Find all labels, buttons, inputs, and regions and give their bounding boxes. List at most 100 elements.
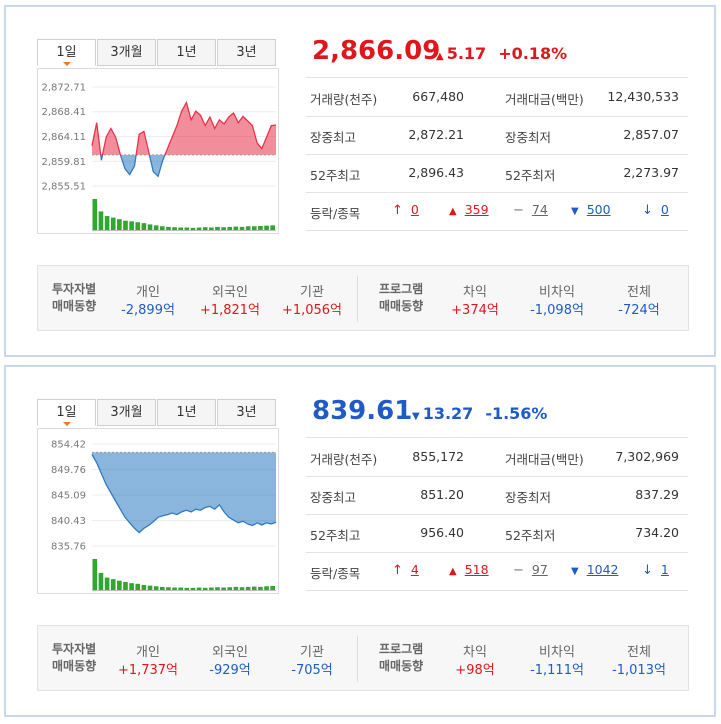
stat-value: 12,430,533 [607, 89, 679, 104]
stats-table: 거래량(천주) 667,480 거래대금(백만) 12,430,533 장중최고 2,87… [306, 77, 688, 231]
stats-row: 거래량(천주) 855,172 거래대금(백만) 7,302,969 [306, 438, 688, 477]
investor-box: 투자자별 매매동향 개인 +1,737억 외국인 -929억 기관 -705억 프로그램 매매동향… [37, 625, 689, 691]
volume-bar [104, 577, 110, 590]
investor-box: 투자자별 매매동향 개인 -2,899억 외국인 +1,821억 기관 +1,056억 프로그램… [37, 265, 689, 331]
group-title: 투자자별 매매동향 [52, 641, 96, 675]
volume-bar [153, 225, 159, 230]
volume-bar [251, 586, 257, 590]
period-tabs: 1일 3개월 1년 3년 [37, 399, 277, 426]
breadth-count[interactable]: 359 [464, 202, 489, 217]
volume-bar [209, 227, 214, 230]
group-title-line: 투자자별 [52, 282, 97, 296]
breadth-item: ▼ 1042 [571, 562, 619, 577]
stat-value: 2,273.97 [623, 165, 679, 180]
stat-value: 734.20 [635, 525, 679, 540]
volume-bar [141, 585, 147, 590]
price: 839.61 [312, 396, 413, 426]
volume-bar [264, 225, 269, 230]
period-tab[interactable]: 1년 [157, 399, 216, 426]
breadth-icon: ↓ [642, 563, 653, 578]
y-tick-label: 2,859.81 [41, 157, 86, 168]
volume-bar [190, 227, 196, 230]
stats-row: 장중최고 851.20 장중최저 837.29 [306, 476, 688, 515]
flow-value: +374억 [451, 303, 499, 318]
volume-bar [258, 225, 263, 230]
flow-name: 전체 [627, 285, 651, 300]
stat-label: 장중최저 [505, 490, 552, 505]
price: 2,866.09 [312, 36, 441, 66]
volume-bar [245, 586, 251, 590]
breadth-item: ↑ 4 [392, 562, 419, 578]
volume-bar [178, 587, 183, 590]
flow-value: +1,737억 [117, 663, 179, 678]
breadth-icon: ↓ [642, 203, 653, 218]
breadth-count[interactable]: 1042 [586, 562, 619, 577]
flow-name: 기관 [300, 285, 324, 300]
volume-bar [92, 559, 98, 590]
breadth-count[interactable]: 500 [586, 202, 611, 217]
breadth-count[interactable]: 0 [660, 202, 669, 217]
volume-bar [184, 587, 190, 590]
volume-bar [209, 587, 214, 590]
breadth-count[interactable]: 74 [531, 202, 548, 217]
price-line [91, 454, 277, 534]
breadth-label: 등락/종목 [310, 206, 361, 221]
divider [357, 276, 358, 322]
y-tick-label: 2,868.41 [41, 107, 86, 118]
change-rate: +0.18% [498, 44, 568, 63]
volume-bar [153, 586, 159, 590]
tab-indicator [63, 422, 71, 426]
flow-value: +98억 [455, 663, 495, 678]
change-value: 5.17 [446, 44, 487, 63]
breadth-count[interactable]: 97 [531, 562, 548, 577]
volume-bar [251, 226, 257, 230]
period-tab[interactable]: 1년 [157, 39, 216, 66]
period-tab[interactable]: 3년 [217, 399, 276, 426]
volume-bar [110, 217, 116, 230]
breadth-item: ↓ 1 [642, 562, 669, 578]
y-tick-label: 2,864.11 [41, 132, 86, 143]
breadth-count[interactable]: 518 [464, 562, 489, 577]
volume-bar [129, 583, 134, 590]
divider [357, 636, 358, 682]
breadth-icon: − [513, 563, 524, 578]
period-tab[interactable]: 3개월 [97, 39, 156, 66]
breadth-count[interactable]: 1 [660, 562, 669, 577]
breadth-icon: ▼ [571, 206, 579, 217]
change: ▲ 5.17 +0.18% [436, 44, 567, 63]
flow-name: 기관 [300, 645, 324, 660]
stat-label: 장중최고 [310, 490, 357, 505]
stat-label: 장중최고 [310, 130, 357, 145]
change-value: 13.27 [422, 404, 474, 423]
breadth-count[interactable]: 0 [410, 202, 419, 217]
period-tab[interactable]: 1일 [37, 399, 96, 426]
group-title-line: 매매동향 [52, 299, 97, 313]
flow-name: 개인 [136, 285, 160, 300]
period-tab[interactable]: 1일 [37, 39, 96, 66]
market-panel: 1일 3개월 1년 3년 2,872.71 2,868.41 2,864.11 2,859.8… [4, 5, 716, 357]
breadth-item: −74 [513, 202, 548, 218]
price-line [91, 100, 277, 178]
group-title-line: 프로그램 [379, 642, 424, 656]
volume-bar [233, 226, 239, 230]
y-tick-label: 2,855.51 [41, 182, 86, 193]
chart-frame [37, 428, 279, 594]
volume-bar [172, 227, 177, 230]
stat-value: 2,857.07 [623, 127, 679, 142]
tab-indicator [63, 62, 71, 66]
stat-label: 52주최고 [310, 528, 361, 543]
stat-value: 7,302,969 [615, 449, 679, 464]
stat-label: 거래대금(백만) [505, 92, 584, 107]
flow-value: +1,821억 [199, 303, 261, 318]
volume-bar [239, 226, 245, 230]
change: ▼ 13.27 -1.56% [412, 404, 547, 423]
breadth-row: 등락/종목 ↑ 4 ▲ 518−97 ▼ 1042 ↓ 1 [306, 552, 688, 591]
flow-name: 전체 [627, 645, 651, 660]
breadth-count[interactable]: 4 [410, 562, 419, 577]
flow-name: 비차익 [539, 645, 575, 660]
period-tab[interactable]: 3개월 [97, 399, 156, 426]
stat-value: 2,872.21 [408, 127, 464, 142]
period-tab[interactable]: 3년 [217, 39, 276, 66]
